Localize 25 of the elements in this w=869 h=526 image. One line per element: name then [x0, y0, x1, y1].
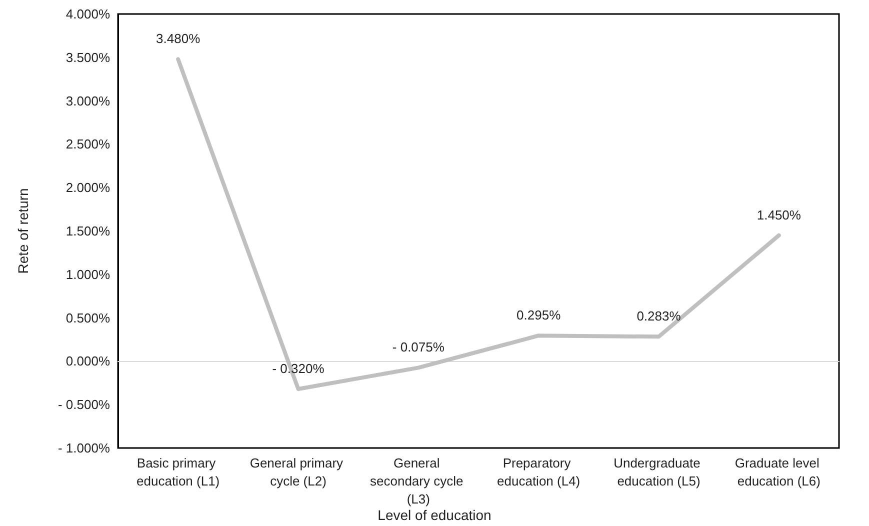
x-tick-label: Undergraduate education (L5)	[614, 456, 704, 488]
y-tick-label: 0.500%	[66, 310, 110, 326]
data-label: 0.283%	[636, 308, 682, 324]
y-tick-label: - 0.500%	[58, 397, 110, 412]
y-tick-label: 1.000%	[66, 266, 110, 282]
y-tick-label: 2.500%	[66, 136, 110, 152]
data-label: 1.450%	[756, 207, 802, 222]
y-tick-label: 3.000%	[66, 93, 110, 108]
x-tick-label: General secondary cycle (L3)	[370, 456, 467, 506]
data-label: - 0.320%	[272, 360, 325, 376]
y-tick-label: 3.500%	[66, 50, 110, 65]
y-tick-label: 2.000%	[66, 180, 110, 196]
y-tick-label: 4.000%	[66, 6, 110, 22]
y-tick-label: - 1.000%	[58, 440, 110, 456]
y-tick-label: 1.500%	[66, 224, 110, 238]
x-tick-label: Graduate level education (L6)	[734, 456, 824, 488]
data-label: 3.480%	[156, 31, 201, 46]
data-label: - 0.075%	[392, 340, 445, 355]
data-label: 0.295%	[516, 308, 562, 323]
y-axis-title: Rete of return	[15, 188, 31, 274]
x-tick-label: General primary cycle (L2)	[250, 456, 347, 488]
x-tick-label: Preparatory education (L4)	[497, 456, 580, 488]
x-tick-label: Basic primary education (L1)	[136, 456, 220, 488]
y-tick-label: 0.000%	[66, 354, 110, 369]
x-axis-title: Level of education	[378, 507, 492, 523]
